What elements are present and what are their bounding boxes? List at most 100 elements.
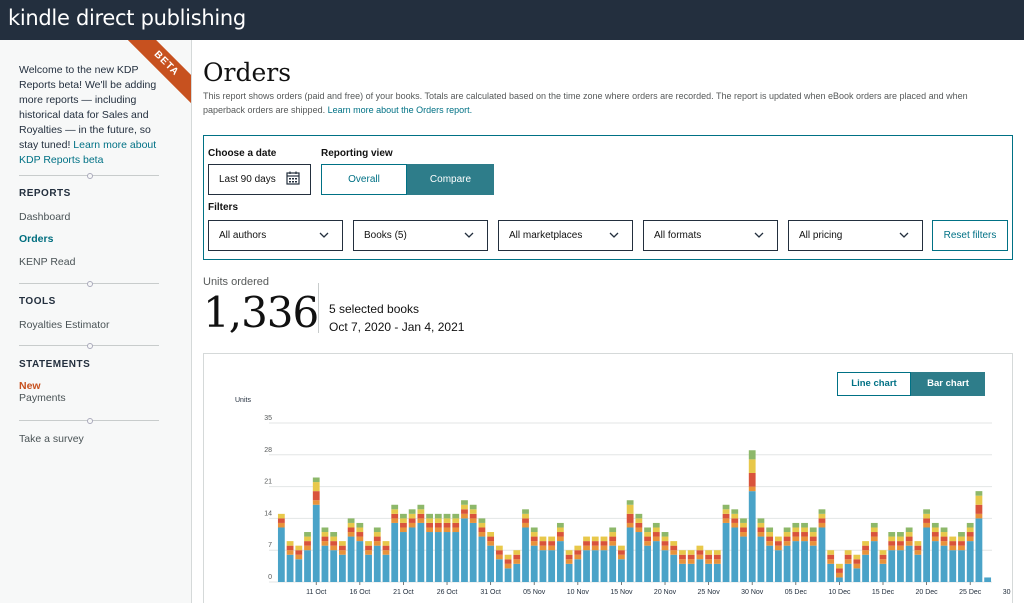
bar-segment <box>897 532 904 537</box>
bar-segment <box>478 522 486 528</box>
bar-segment <box>801 541 808 582</box>
bar-segment <box>339 541 346 546</box>
bar-segment <box>530 532 538 537</box>
bar-segment <box>522 509 529 514</box>
authors-dropdown[interactable]: All authors <box>208 220 343 251</box>
overall-view-button[interactable]: Overall <box>321 164 407 195</box>
bar-segment <box>644 532 651 537</box>
bar-segment <box>618 550 625 555</box>
bar-segment <box>766 545 774 582</box>
bar-segment <box>522 518 529 523</box>
books-dropdown[interactable]: Books (5) <box>353 220 488 251</box>
bar-segment <box>565 550 573 555</box>
bar-chart-toggle[interactable]: Bar chart <box>911 372 985 396</box>
line-chart-toggle[interactable]: Line chart <box>837 372 911 396</box>
bar-segment <box>452 527 460 533</box>
bar-segment <box>356 541 364 582</box>
x-tick-label: 25 Dec <box>959 589 982 596</box>
bar-segment <box>461 500 468 505</box>
bar-segment <box>591 541 599 546</box>
reset-filters-button[interactable]: Reset filters <box>932 220 1008 251</box>
bar-segment <box>635 532 643 582</box>
learn-more-link[interactable]: Learn more about KDP Reports beta <box>19 139 157 166</box>
bar-segment <box>609 541 617 546</box>
kdp-logo[interactable]: kindle direct publishing <box>8 6 246 30</box>
filter-panel: Choose a date Last 90 days Reporting vie… <box>203 135 1013 260</box>
bar-segment <box>774 545 782 551</box>
take-survey-link[interactable]: Take a survey <box>19 433 84 445</box>
bar-segment <box>713 559 721 564</box>
bar-segment <box>583 536 590 542</box>
bar-segment <box>347 522 355 528</box>
bar-segment <box>530 536 538 542</box>
bar-segment <box>870 541 878 582</box>
bar-segment <box>661 532 669 537</box>
bar-segment <box>836 577 843 582</box>
pricing-dropdown[interactable]: All pricing <box>788 220 923 251</box>
bar-segment <box>365 541 372 546</box>
bar-segment <box>844 559 852 564</box>
bar-segment <box>853 559 861 564</box>
bar-segment <box>330 541 338 546</box>
bar-segment <box>321 527 329 533</box>
page-description: This report shows orders (paid and free)… <box>203 90 993 117</box>
bar-segment <box>469 518 477 523</box>
bar-segment <box>347 536 355 582</box>
bar-segment <box>818 527 826 582</box>
bar-segment <box>443 532 451 582</box>
bar-segment <box>801 532 808 537</box>
bar-segment <box>705 559 713 564</box>
bar-segment <box>591 536 599 542</box>
sidebar: BETA Welcome to the new KDP Reports beta… <box>0 40 192 603</box>
bar-segment <box>626 504 634 514</box>
bar-segment <box>705 550 713 555</box>
bar-segment <box>897 545 904 551</box>
bar-segment <box>966 527 974 533</box>
divider <box>19 173 159 179</box>
compare-view-button[interactable]: Compare <box>407 164 494 195</box>
x-tick-label: 11 Oct <box>306 589 326 596</box>
x-tick-label: 30 Nov <box>741 589 764 596</box>
x-tick-label: 10 Nov <box>567 589 590 596</box>
logo-kindle: kindle <box>8 6 70 30</box>
bar-segment <box>905 527 913 533</box>
sidebar-item-royalties[interactable]: Royalties Estimator <box>19 319 110 331</box>
bar-segment <box>661 545 669 551</box>
bar-segment <box>818 509 826 514</box>
bar-segment <box>923 518 930 523</box>
bar-segment <box>958 536 965 542</box>
x-tick-label: 26 Oct <box>437 589 458 596</box>
date-picker[interactable]: Last 90 days <box>208 164 311 195</box>
bar-segment <box>426 518 433 523</box>
orders-report-link[interactable]: Learn more about the Orders report. <box>327 104 473 115</box>
units-ordered-total: 1,336 <box>203 288 319 337</box>
formats-dropdown[interactable]: All formats <box>643 220 778 251</box>
bar-segment <box>661 550 669 582</box>
marketplaces-dropdown[interactable]: All marketplaces <box>498 220 633 251</box>
sidebar-item-orders[interactable]: Orders <box>19 233 54 245</box>
bar-segment <box>495 554 503 560</box>
sidebar-item-dashboard[interactable]: Dashboard <box>19 211 71 223</box>
bar-segment <box>905 536 913 542</box>
bar-segment <box>391 522 399 582</box>
bar-segment <box>687 550 695 555</box>
new-badge: New <box>19 380 41 392</box>
bar-segment <box>696 554 704 560</box>
x-tick-label: 20 Nov <box>654 589 677 596</box>
bar-segment <box>844 554 852 560</box>
bar-segment <box>539 541 547 546</box>
sidebar-item-kenp[interactable]: KENP Read <box>19 256 76 268</box>
logo-rest: direct publishing <box>69 6 246 30</box>
bar-segment <box>792 522 800 528</box>
bar-segment <box>774 536 782 542</box>
bar-segment <box>417 509 425 514</box>
bar-segment <box>304 536 311 542</box>
bar-segment <box>923 513 930 519</box>
bar-segment <box>879 559 887 564</box>
bar-segment <box>783 541 791 546</box>
bar-segment <box>740 536 747 582</box>
sidebar-item-payments[interactable]: Payments <box>19 392 66 404</box>
bar-segment <box>347 532 355 537</box>
bar-segment <box>897 550 904 582</box>
bar-segment <box>670 541 678 546</box>
